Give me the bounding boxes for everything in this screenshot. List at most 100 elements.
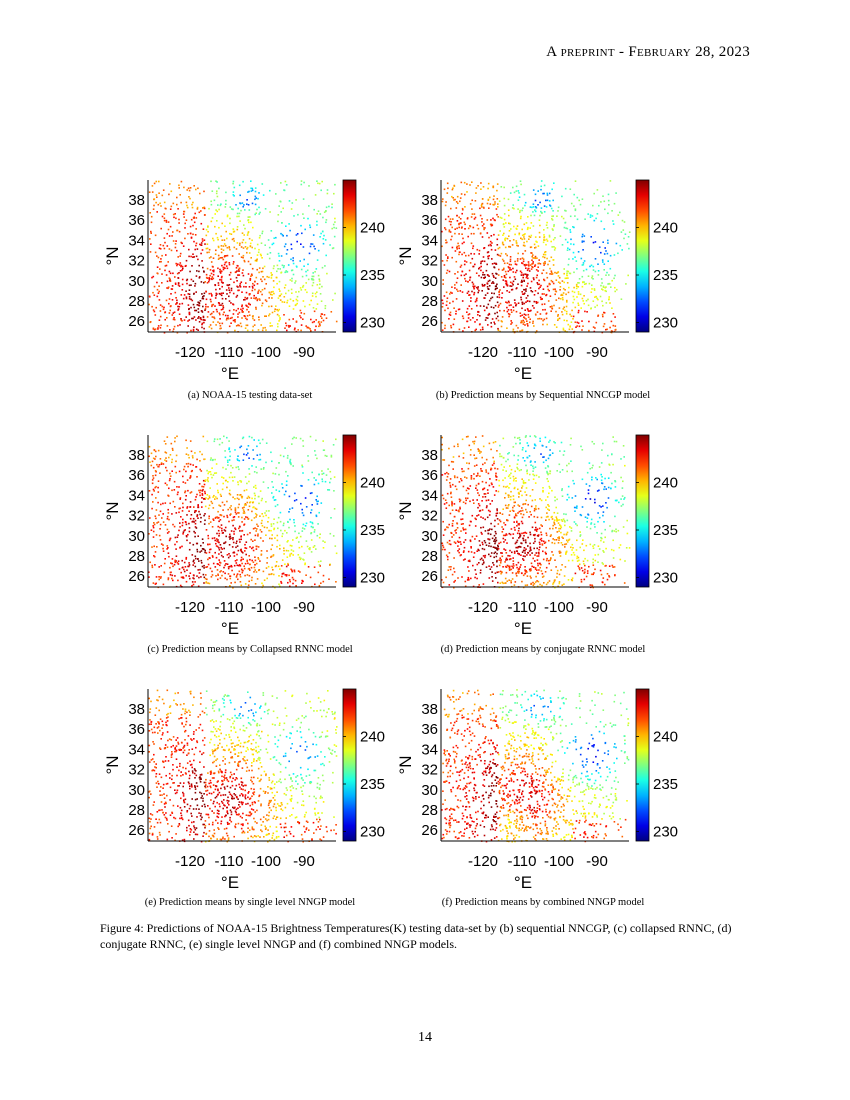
- data-point: [500, 325, 503, 328]
- data-point: [153, 555, 155, 557]
- data-point: [177, 305, 179, 308]
- data-point: [516, 228, 518, 230]
- data-point: [239, 581, 242, 583]
- data-point: [204, 214, 206, 216]
- data-point: [261, 525, 264, 527]
- data-point: [238, 253, 240, 255]
- data-point: [203, 523, 206, 525]
- data-point: [505, 507, 508, 509]
- data-point: [530, 549, 532, 551]
- data-point: [226, 215, 229, 218]
- data-point: [221, 476, 223, 478]
- data-point: [253, 492, 256, 495]
- data-point: [536, 301, 539, 304]
- data-point: [158, 578, 160, 581]
- data-point: [290, 568, 292, 571]
- data-point: [195, 309, 198, 312]
- data-point: [518, 496, 520, 498]
- data-point: [194, 535, 196, 538]
- data-point: [242, 256, 244, 259]
- data-point: [300, 224, 302, 227]
- data-points: [441, 435, 631, 589]
- data-point: [295, 537, 298, 539]
- data-point: [499, 230, 501, 232]
- data-point: [320, 313, 323, 315]
- data-point: [265, 442, 268, 444]
- data-point: [454, 542, 457, 544]
- data-point: [218, 535, 220, 537]
- data-point: [186, 569, 188, 571]
- data-point: [471, 290, 473, 293]
- data-point: [261, 293, 263, 296]
- data-point: [504, 577, 507, 580]
- data-point: [620, 505, 623, 507]
- data-point: [241, 551, 243, 553]
- data-point: [196, 248, 199, 250]
- data-point: [213, 199, 216, 202]
- data-point: [262, 515, 265, 518]
- data-point: [188, 312, 191, 314]
- data-point: [484, 276, 486, 278]
- data-point: [233, 195, 235, 197]
- data-point: [259, 253, 262, 256]
- data-point: [545, 546, 547, 549]
- data-point: [495, 208, 498, 210]
- data-point: [252, 527, 255, 530]
- data-point: [313, 531, 316, 533]
- data-point: [548, 200, 551, 202]
- data-point: [491, 263, 494, 265]
- data-point: [526, 571, 528, 573]
- data-point: [229, 493, 232, 496]
- data-point: [453, 581, 455, 583]
- data-point: [192, 456, 194, 459]
- data-point: [454, 529, 456, 532]
- data-point: [447, 558, 449, 561]
- data-point: [561, 195, 563, 198]
- data-point: [239, 494, 242, 496]
- data-point: [302, 286, 304, 288]
- data-point: [159, 304, 162, 306]
- data-point: [326, 192, 329, 195]
- data-point: [169, 538, 171, 540]
- data-point: [508, 532, 511, 535]
- data-point: [549, 295, 552, 297]
- data-point: [472, 564, 474, 567]
- data-point: [529, 542, 531, 545]
- data-point: [584, 283, 586, 285]
- data-point: [608, 296, 610, 298]
- data-point: [244, 241, 247, 244]
- data-point: [181, 269, 183, 271]
- data-point: [254, 190, 257, 193]
- data-point: [600, 251, 602, 254]
- data-point: [569, 188, 572, 190]
- data-point: [318, 323, 321, 325]
- data-point: [280, 529, 282, 532]
- data-point: [271, 573, 273, 575]
- data-point: [248, 505, 251, 508]
- data-point: [455, 529, 458, 531]
- data-point: [614, 480, 616, 482]
- data-point: [197, 535, 199, 537]
- data-point: [152, 477, 155, 479]
- data-point: [278, 320, 280, 322]
- data-point: [154, 486, 156, 489]
- data-point: [211, 278, 213, 281]
- data-point: [221, 527, 223, 530]
- data-point: [261, 329, 264, 332]
- data-point: [468, 313, 471, 315]
- data-point: [154, 458, 156, 460]
- data-point: [502, 582, 504, 585]
- data-point: [444, 472, 446, 475]
- data-point: [219, 544, 222, 546]
- data-point: [156, 546, 158, 548]
- data-point: [466, 217, 469, 219]
- data-point: [248, 293, 251, 296]
- data-point: [480, 516, 482, 518]
- data-point: [539, 440, 541, 442]
- data-point: [221, 501, 224, 504]
- data-point: [534, 521, 537, 524]
- data-point: [251, 267, 254, 270]
- data-point: [204, 458, 206, 460]
- data-point: [524, 263, 527, 266]
- data-point: [557, 210, 559, 212]
